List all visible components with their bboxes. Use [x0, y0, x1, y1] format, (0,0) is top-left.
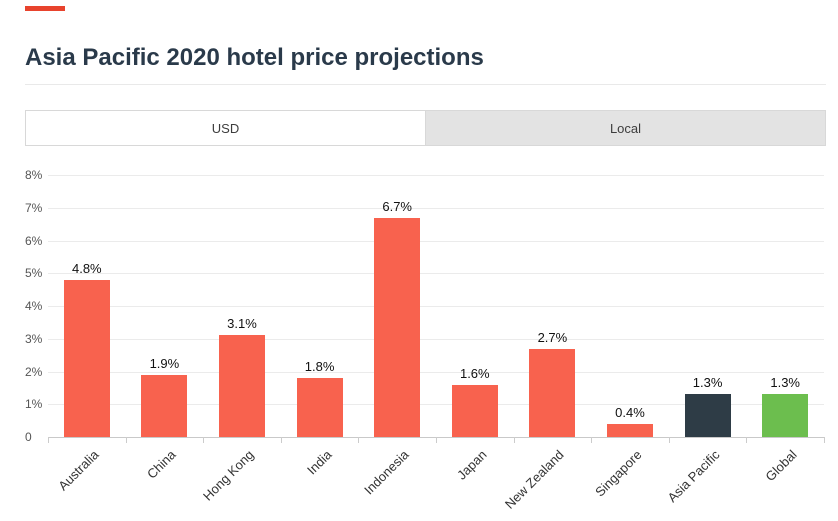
bar-hong-kong[interactable]	[219, 335, 265, 437]
bar-new-zealand[interactable]	[529, 348, 576, 437]
gridline	[48, 306, 824, 307]
bar-value-label: 6.7%	[382, 198, 412, 214]
x-tick	[591, 437, 593, 443]
currency-tab-bar: USD Local	[25, 110, 826, 146]
y-axis-label: 1%	[25, 397, 43, 412]
tab-local-label: Local	[609, 120, 642, 136]
x-axis-label: Australia	[55, 447, 102, 494]
x-axis-label: Singapore	[592, 447, 645, 500]
x-tick	[358, 437, 360, 443]
x-axis-label: China	[144, 447, 179, 482]
bar-value-label: 1.6%	[459, 365, 490, 381]
y-axis-label: 3%	[25, 331, 43, 346]
bar-australia[interactable]	[63, 279, 110, 437]
bar-asia-pacific[interactable]	[684, 394, 731, 437]
x-axis-label: Japan	[453, 447, 490, 483]
x-tick	[436, 437, 437, 443]
bar-value-label: 1.3%	[692, 375, 723, 391]
bar-global[interactable]	[762, 394, 809, 437]
x-axis-label: Asia Pacific	[664, 447, 723, 506]
y-axis-label: 4%	[25, 299, 43, 313]
gridline	[48, 273, 824, 275]
bar-value-label: 3.1%	[227, 316, 257, 332]
y-axis-label: 8%	[25, 168, 43, 182]
x-tick	[746, 437, 748, 443]
bar-indonesia[interactable]	[374, 217, 421, 437]
bar-japan[interactable]	[451, 384, 498, 437]
y-axis-label: 0	[25, 430, 32, 444]
x-tick	[668, 437, 670, 443]
page-title: Asia Pacific 2020 hotel price projection…	[25, 44, 826, 86]
tab-usd[interactable]: USD	[26, 111, 426, 145]
x-tick	[48, 437, 49, 443]
gridline	[48, 338, 824, 340]
bar-value-label: 1.8%	[304, 359, 335, 375]
gridline	[48, 175, 824, 176]
tab-usd-label: USD	[211, 120, 240, 136]
y-axis-label: 7%	[25, 200, 43, 215]
tab-local[interactable]: Local	[426, 111, 825, 145]
y-axis-label: 2%	[25, 364, 43, 379]
bar-value-label: 1.3%	[770, 375, 800, 391]
bar-india[interactable]	[296, 378, 343, 437]
y-axis-label: 5%	[25, 266, 43, 281]
gridline	[48, 371, 824, 373]
x-axis-label: Hong Kong	[199, 447, 257, 504]
gridline	[48, 207, 824, 209]
x-axis-label: Global	[762, 447, 800, 485]
bar-singapore[interactable]	[607, 423, 653, 437]
bar-value-label: 2.7%	[537, 329, 568, 345]
x-axis-label: Indonesia	[361, 447, 412, 498]
x-tick	[513, 437, 515, 443]
x-tick	[203, 437, 205, 443]
bar-china[interactable]	[141, 374, 188, 437]
x-axis-label: India	[303, 447, 335, 478]
x-tick	[125, 437, 127, 443]
plot-area: 4.8% Australia 1.9% China 3.1% Hong Kong 1.8% I…	[48, 175, 825, 512]
accent-mark	[25, 6, 65, 11]
bar-value-label: 1.9%	[149, 355, 180, 371]
gridline	[48, 240, 824, 242]
y-axis: 8% 7% 6% 5% 4% 3% 2% 1% 0	[25, 168, 47, 444]
bar-value-label: 0.4%	[615, 404, 645, 420]
x-axis-label: New Zealand	[502, 447, 567, 512]
x-tick	[280, 437, 282, 443]
gridline	[48, 404, 824, 406]
x-tick	[824, 437, 825, 443]
y-axis-label: 6%	[25, 233, 43, 248]
bar-value-label: 4.8%	[71, 260, 102, 276]
